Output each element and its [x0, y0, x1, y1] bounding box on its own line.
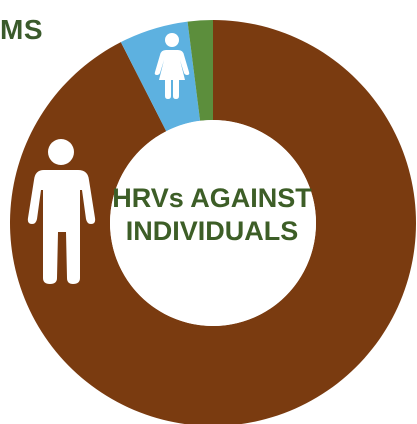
slice-male	[10, 20, 416, 424]
donut-hole	[110, 120, 316, 326]
male-person-icon	[27, 139, 96, 284]
center-label-line-1: HRVs AGAINST	[112, 183, 312, 213]
center-label-line-2: INDIVIDUALS	[125, 216, 299, 246]
slice-other	[187, 20, 213, 121]
center-label: HRVs AGAINST INDIVIDUALS	[108, 182, 316, 248]
female-person-icon	[154, 33, 190, 99]
partial-heading-text: MS	[0, 14, 43, 45]
